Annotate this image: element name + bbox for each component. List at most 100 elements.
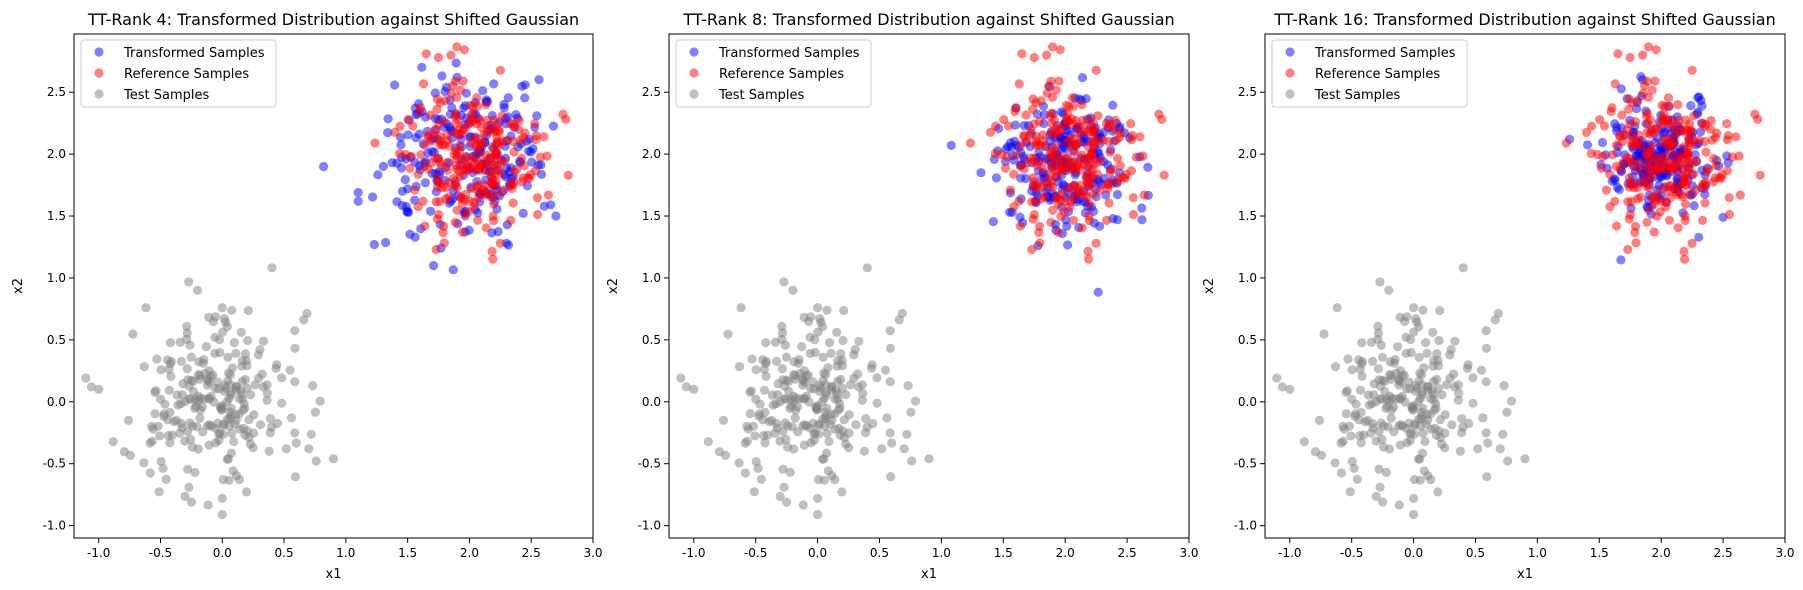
data-point-test — [767, 415, 777, 425]
data-point-test — [1394, 421, 1404, 431]
data-point-test — [165, 438, 175, 448]
data-point-test — [777, 364, 788, 374]
data-point-test — [290, 472, 300, 482]
data-point-reference — [1047, 42, 1058, 52]
data-point-transformed — [423, 148, 433, 158]
data-point-reference — [1680, 199, 1691, 209]
data-point-reference — [1651, 45, 1661, 55]
data-point-test — [290, 428, 300, 438]
data-point-reference — [500, 156, 510, 166]
data-point-reference — [1159, 170, 1169, 180]
data-point-reference — [1640, 81, 1650, 91]
data-point-reference — [1644, 205, 1654, 215]
data-point-reference — [539, 132, 549, 142]
data-point-test — [782, 497, 792, 507]
data-point-test — [123, 415, 133, 425]
data-point-transformed — [417, 62, 427, 72]
x-tick-label: 2.0 — [460, 546, 479, 560]
data-point-test — [1330, 362, 1341, 372]
data-point-reference — [1027, 244, 1037, 255]
data-point-test — [767, 390, 777, 400]
y-tick-label: 2.0 — [1238, 147, 1257, 161]
data-point-reference — [466, 116, 476, 126]
data-point-reference — [1047, 92, 1058, 102]
data-point-test — [1431, 403, 1441, 413]
data-point-reference — [1685, 119, 1695, 129]
data-point-test — [302, 308, 312, 318]
data-point-test — [823, 363, 833, 373]
data-point-test — [223, 352, 233, 362]
data-point-reference — [370, 138, 380, 148]
data-point-reference — [1091, 65, 1101, 75]
data-point-test — [1397, 391, 1407, 401]
data-point-test — [1426, 409, 1436, 419]
data-point-test — [1373, 328, 1383, 338]
data-point-test — [1384, 285, 1394, 295]
data-point-reference — [469, 202, 479, 212]
data-point-test — [723, 329, 733, 339]
y-tick-label: 0.0 — [1238, 395, 1257, 409]
data-point-test — [221, 383, 231, 393]
data-point-test — [885, 343, 896, 353]
data-point-reference — [1014, 79, 1024, 89]
x-tick-label: 0.5 — [275, 546, 294, 560]
data-point-transformed — [551, 211, 561, 221]
data-point-reference — [1624, 104, 1634, 114]
data-point-test — [224, 475, 234, 485]
data-point-test — [734, 362, 745, 372]
data-point-test — [1434, 335, 1444, 346]
data-point-reference — [442, 130, 452, 140]
data-point-test — [237, 389, 247, 399]
data-point-test — [1498, 429, 1508, 439]
data-point-reference — [509, 167, 519, 177]
y-tick-label: -1.0 — [638, 519, 661, 533]
data-point-test — [1341, 387, 1351, 397]
data-point-test — [155, 431, 165, 441]
data-point-test — [1440, 410, 1450, 420]
data-point-reference — [1722, 135, 1732, 145]
data-point-reference — [1611, 161, 1621, 171]
data-point-test — [272, 418, 282, 429]
data-point-reference — [1581, 127, 1592, 137]
data-point-test — [1446, 345, 1456, 355]
data-point-test — [162, 355, 173, 365]
data-point-test — [924, 454, 934, 464]
data-point-test — [193, 444, 203, 454]
data-point-test — [183, 464, 193, 474]
data-point-reference — [1089, 119, 1099, 129]
data-point-test — [1409, 303, 1419, 313]
data-point-reference — [543, 190, 554, 200]
data-point-test — [903, 381, 913, 391]
data-point-test — [1310, 447, 1321, 457]
data-point-transformed — [429, 261, 439, 271]
data-point-test — [832, 389, 842, 399]
y-tick-label: 1.0 — [1238, 271, 1257, 285]
legend-label-transformed: Transformed Samples — [718, 46, 860, 61]
x-tick-label: 3.0 — [1775, 546, 1794, 560]
data-point-transformed — [528, 144, 538, 154]
data-point-reference — [1648, 192, 1658, 202]
data-point-reference — [1643, 42, 1654, 52]
data-point-test — [857, 395, 868, 405]
data-point-transformed — [520, 93, 530, 103]
data-point-test — [821, 370, 831, 380]
data-point-reference — [996, 149, 1007, 160]
data-point-reference — [1082, 192, 1092, 202]
data-point-test — [902, 429, 912, 439]
data-point-test — [1299, 437, 1309, 447]
y-tick-label: 1.5 — [47, 209, 66, 223]
data-point-test — [759, 364, 769, 374]
data-point-test — [255, 345, 265, 355]
data-point-test — [230, 419, 240, 429]
data-point-reference — [1709, 153, 1719, 163]
y-tick-label: 0.5 — [642, 333, 661, 347]
data-point-test — [1418, 305, 1428, 315]
x-tick-label: 3.0 — [1179, 546, 1198, 560]
data-point-reference — [1056, 211, 1066, 221]
data-point-test — [837, 361, 848, 371]
data-point-test — [1359, 430, 1369, 440]
data-point-test — [119, 447, 129, 457]
data-point-reference — [455, 172, 465, 182]
data-point-reference — [1068, 215, 1079, 225]
data-point-reference — [1680, 126, 1690, 137]
